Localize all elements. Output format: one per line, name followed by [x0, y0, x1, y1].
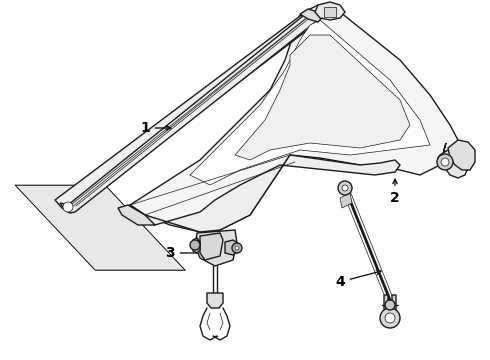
Text: 1: 1	[140, 121, 171, 135]
Polygon shape	[324, 7, 336, 17]
Polygon shape	[55, 14, 318, 212]
Text: 2: 2	[390, 179, 400, 205]
Circle shape	[441, 158, 449, 166]
Polygon shape	[384, 295, 388, 312]
Circle shape	[63, 202, 73, 212]
Circle shape	[338, 181, 352, 195]
Circle shape	[385, 313, 395, 323]
Circle shape	[190, 240, 200, 250]
Polygon shape	[448, 140, 475, 170]
Polygon shape	[315, 2, 345, 20]
Polygon shape	[200, 233, 223, 260]
Polygon shape	[190, 20, 430, 185]
Polygon shape	[193, 238, 200, 253]
Circle shape	[235, 246, 239, 250]
Polygon shape	[207, 293, 223, 308]
Polygon shape	[340, 193, 352, 208]
Circle shape	[437, 154, 453, 170]
Circle shape	[385, 300, 395, 310]
Polygon shape	[130, 5, 462, 232]
Polygon shape	[392, 295, 396, 312]
Polygon shape	[195, 230, 237, 266]
Polygon shape	[438, 150, 468, 178]
Polygon shape	[235, 35, 410, 160]
Polygon shape	[15, 185, 185, 270]
Polygon shape	[122, 155, 400, 232]
Circle shape	[232, 243, 242, 253]
Polygon shape	[60, 12, 318, 213]
Text: 4: 4	[335, 270, 381, 289]
Circle shape	[380, 308, 400, 328]
Polygon shape	[118, 205, 155, 225]
Polygon shape	[300, 9, 322, 22]
Circle shape	[342, 185, 348, 191]
Text: 3: 3	[165, 246, 206, 260]
Polygon shape	[225, 240, 239, 255]
